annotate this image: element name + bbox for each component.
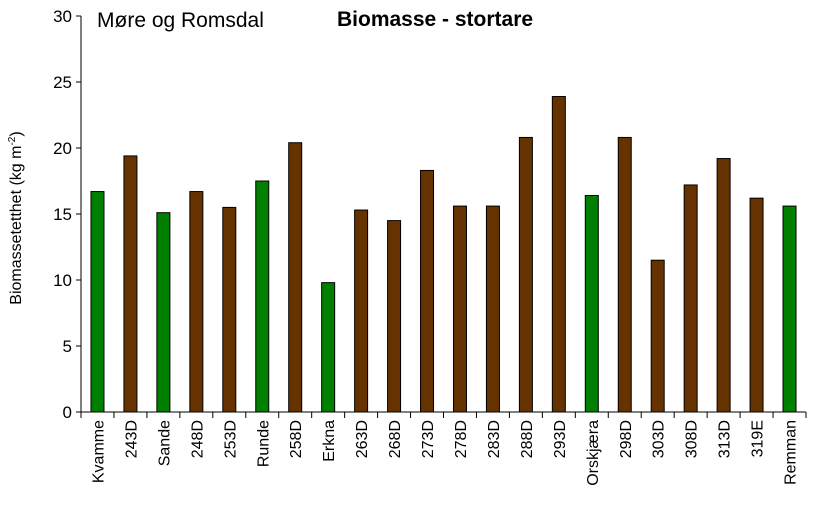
x-tick-label: 303D (651, 420, 668, 458)
bar (321, 282, 336, 413)
y-tick-label: 25 (53, 73, 72, 92)
x-tick-label: Kvamme (90, 420, 107, 483)
bar (617, 136, 632, 413)
bar (288, 142, 303, 413)
x-tick-label: 243D (123, 420, 140, 458)
bar (189, 191, 204, 413)
x-tick-label: 268D (387, 420, 404, 458)
chart-subtitle: Møre og Romsdal (97, 9, 264, 32)
x-tick-label: 308D (684, 420, 701, 458)
x-tick-label: 283D (486, 420, 503, 458)
bar (584, 195, 599, 413)
bar (420, 169, 435, 413)
y-tick-label: 15 (53, 205, 72, 224)
bar (452, 205, 467, 413)
x-tick-label: 278D (453, 420, 470, 458)
y-tick-label: 10 (53, 271, 72, 290)
x-tick-label: 298D (618, 420, 635, 458)
y-axis-label-end: ) (8, 131, 25, 136)
y-axis-label-main: Biomassetetthet (kg m (8, 146, 25, 305)
bar (156, 212, 171, 413)
y-tick-label: 5 (63, 337, 72, 356)
x-tick-label: 258D (288, 420, 305, 458)
bar (716, 158, 731, 413)
bar (551, 96, 566, 413)
x-tick-label: 273D (420, 420, 437, 458)
bar (222, 206, 237, 413)
chart-title: Biomasse - stortare (337, 8, 533, 31)
y-tick-label: 20 (53, 139, 72, 158)
x-tick-label: Orskjæra (585, 420, 602, 486)
bar (354, 209, 369, 413)
x-tick-label: 248D (189, 420, 206, 458)
y-axis-label-sup: -2 (7, 136, 18, 145)
y-axis-label: Biomassetetthet (kg m-2) (7, 131, 25, 304)
bar (782, 205, 797, 413)
x-tick-label: 313D (717, 420, 734, 458)
bar (650, 259, 665, 413)
x-tick-label: Erkna (321, 420, 338, 462)
x-tick-label: 263D (354, 420, 371, 458)
bar (485, 205, 500, 413)
y-tick-label: 0 (63, 403, 72, 422)
x-tick-label: Sande (156, 420, 173, 466)
bar (518, 136, 533, 413)
x-tick-label: 293D (552, 420, 569, 458)
bar (255, 180, 270, 413)
y-tick-label: 30 (53, 7, 72, 26)
x-tick-label: Runde (255, 420, 272, 467)
x-tick-label: 319E (750, 420, 767, 457)
bar (90, 191, 105, 413)
bar (683, 184, 698, 413)
bar (387, 220, 402, 413)
bar (749, 197, 764, 413)
bar (123, 155, 138, 413)
x-tick-label: 288D (519, 420, 536, 458)
x-tick-label: 253D (222, 420, 239, 458)
x-tick-label: Remman (783, 420, 800, 485)
